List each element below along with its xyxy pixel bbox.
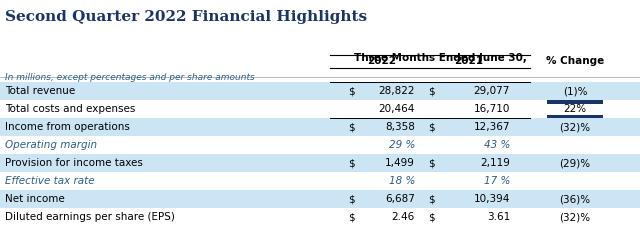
Text: $: $ (428, 86, 435, 96)
Text: Total revenue: Total revenue (5, 86, 76, 96)
Text: 43 %: 43 % (484, 140, 510, 150)
Text: % Change: % Change (546, 56, 604, 66)
Text: 1,499: 1,499 (385, 158, 415, 168)
Bar (0, 190, 640, 208)
Text: Effective tax rate: Effective tax rate (5, 176, 95, 186)
Text: 29 %: 29 % (388, 140, 415, 150)
Text: 3.61: 3.61 (487, 212, 510, 222)
Text: Provision for income taxes: Provision for income taxes (5, 158, 143, 168)
Text: 2022: 2022 (367, 56, 396, 66)
Text: Operating margin: Operating margin (5, 140, 97, 150)
Text: $: $ (348, 122, 355, 132)
Bar (547, 100, 603, 104)
Text: (1)%: (1)% (563, 86, 588, 96)
Text: $: $ (428, 158, 435, 168)
Text: 18 %: 18 % (388, 176, 415, 186)
Text: $: $ (348, 194, 355, 204)
Text: (32)%: (32)% (559, 212, 591, 222)
Bar (0, 154, 640, 172)
Text: Total costs and expenses: Total costs and expenses (5, 104, 136, 114)
Text: $: $ (428, 194, 435, 204)
Text: 10,394: 10,394 (474, 194, 510, 204)
Text: $: $ (428, 122, 435, 132)
Text: 28,822: 28,822 (378, 86, 415, 96)
Text: (36)%: (36)% (559, 194, 591, 204)
Text: 2.46: 2.46 (392, 212, 415, 222)
Text: 2021: 2021 (454, 56, 483, 66)
Text: 22%: 22% (563, 104, 587, 114)
Text: (29)%: (29)% (559, 158, 591, 168)
Text: In millions, except percentages and per share amounts: In millions, except percentages and per … (5, 73, 255, 82)
Text: Income from operations: Income from operations (5, 122, 130, 132)
Text: 12,367: 12,367 (474, 122, 510, 132)
Text: 8,358: 8,358 (385, 122, 415, 132)
Text: Net income: Net income (5, 194, 65, 204)
Text: 17 %: 17 % (484, 176, 510, 186)
Text: Diluted earnings per share (EPS): Diluted earnings per share (EPS) (5, 212, 175, 222)
Bar (0, 118, 640, 136)
Bar (0, 82, 640, 100)
Text: 16,710: 16,710 (474, 104, 510, 114)
Text: Second Quarter 2022 Financial Highlights: Second Quarter 2022 Financial Highlights (5, 10, 367, 24)
Text: (32)%: (32)% (559, 122, 591, 132)
Bar (547, 115, 603, 118)
Text: $: $ (348, 158, 355, 168)
Text: 29,077: 29,077 (474, 86, 510, 96)
Text: $: $ (348, 212, 355, 222)
Text: 2,119: 2,119 (480, 158, 510, 168)
Text: 20,464: 20,464 (379, 104, 415, 114)
Text: $: $ (348, 86, 355, 96)
Text: $: $ (428, 212, 435, 222)
Text: Three Months Ended June 30,: Three Months Ended June 30, (353, 53, 527, 63)
Text: 6,687: 6,687 (385, 194, 415, 204)
